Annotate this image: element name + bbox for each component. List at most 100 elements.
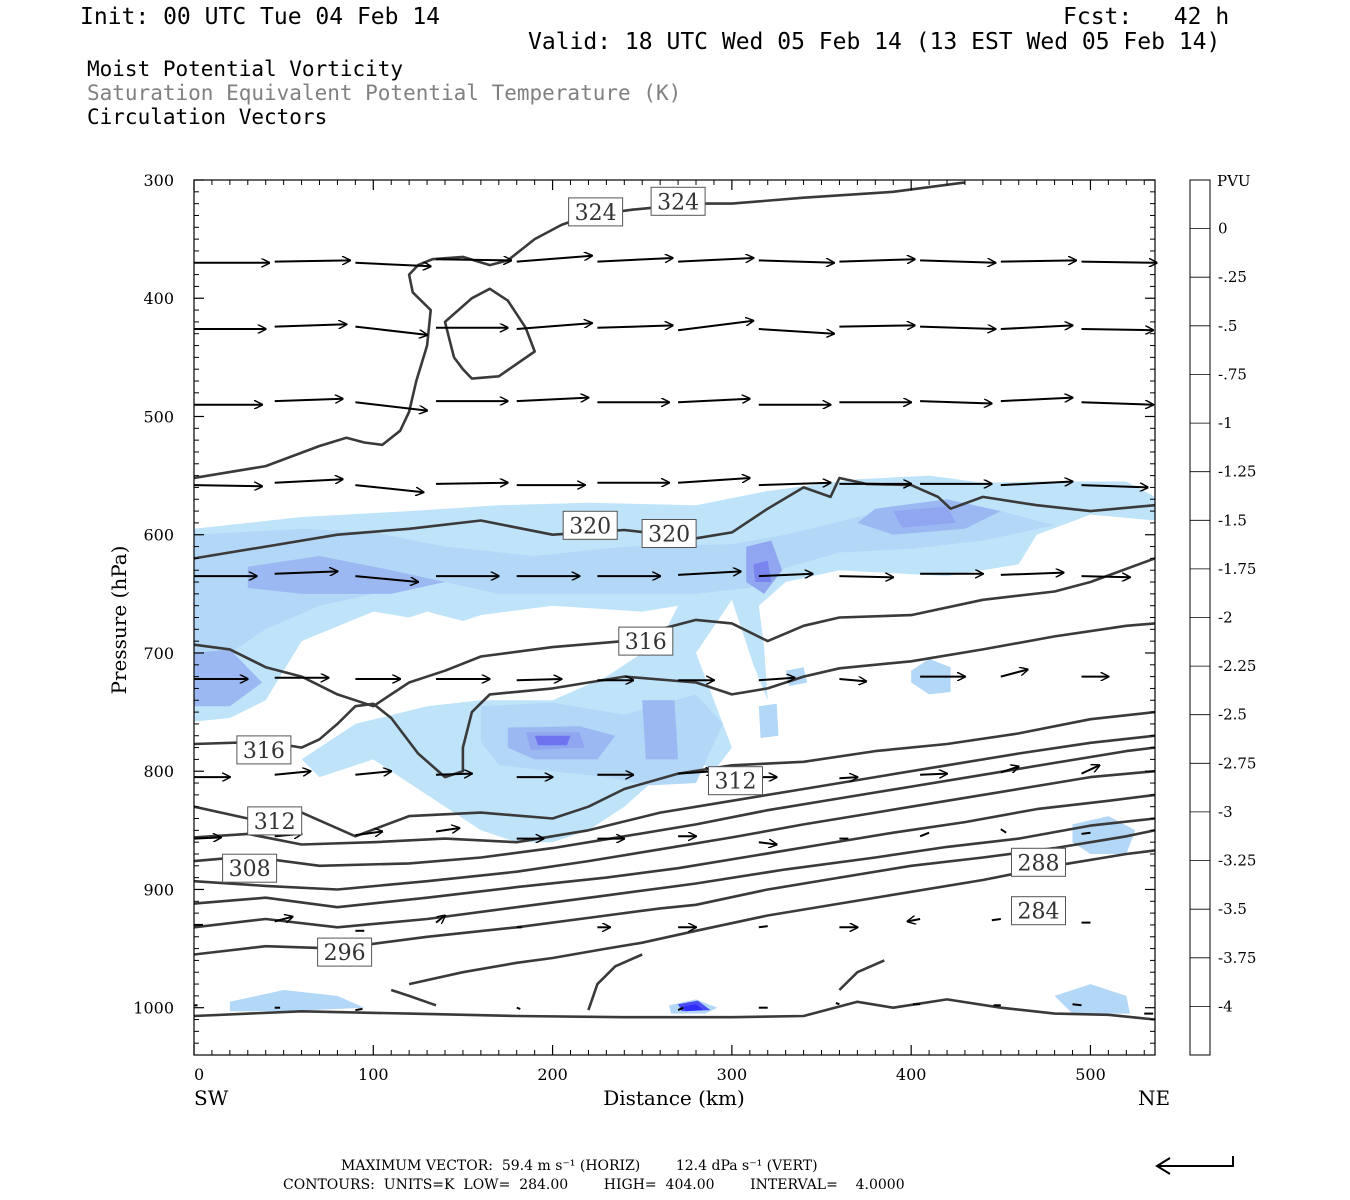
vector-arrow <box>274 479 343 483</box>
theta-contour <box>194 998 1155 1021</box>
reference-vector-icon <box>1155 1156 1234 1175</box>
vector-arrow <box>516 679 562 680</box>
x-tick-label: 400 <box>896 1065 927 1084</box>
vector-arrow <box>758 678 795 680</box>
vector-arrow <box>839 259 914 261</box>
vector-arrow <box>758 328 834 334</box>
vector-arrow <box>274 260 350 261</box>
vector-arrow <box>758 925 768 929</box>
vector-arrow <box>991 918 1001 922</box>
vector-arrow <box>355 401 427 410</box>
vector-arrow <box>920 401 992 403</box>
vector-arrow <box>839 325 914 326</box>
vector-arrow <box>1081 329 1154 330</box>
colorbar-label: -2.75 <box>1218 754 1256 772</box>
pv-region <box>247 556 445 594</box>
colorbar-title: PVU <box>1217 172 1251 190</box>
vector-arrow <box>516 256 592 263</box>
y-tick-label: 700 <box>143 644 174 663</box>
vector-arrow <box>677 1006 684 1012</box>
contour-label: 288 <box>1011 847 1066 877</box>
contour-label: 316 <box>618 626 674 656</box>
x-tick-label: 200 <box>537 1065 568 1084</box>
theta-contour <box>194 181 966 480</box>
x-tick-label: 0 <box>194 1065 204 1084</box>
y-tick-label: 800 <box>143 762 174 781</box>
vector-arrow <box>1000 670 1028 678</box>
contour-label: 296 <box>317 937 373 967</box>
colorbar-label: -2.25 <box>1218 657 1256 675</box>
theta-contour <box>194 769 1155 891</box>
init-time: Init: 00 UTC Tue 04 Feb 14 <box>80 4 441 30</box>
colorbar-label: -1.25 <box>1218 463 1256 481</box>
vector-arrow <box>908 919 921 921</box>
vector-arrow <box>274 917 293 922</box>
pv-region <box>194 649 263 707</box>
x-tick-label: 100 <box>358 1065 389 1084</box>
vector-arrow <box>839 777 857 778</box>
theta-contour <box>390 988 437 1007</box>
contour-label: 284 <box>1011 896 1066 926</box>
svg-text:296: 296 <box>324 941 366 966</box>
vector-arrow <box>1000 482 1073 486</box>
x-axis-label: Distance (km) <box>603 1086 745 1110</box>
theta-contour <box>194 476 1155 560</box>
vector-arrow <box>1081 262 1157 263</box>
colorbar-label: 0 <box>1218 220 1228 238</box>
vector-arrow <box>919 831 930 838</box>
colorbar-label: -1.75 <box>1218 560 1256 578</box>
endpoint-sw: SW <box>194 1086 229 1110</box>
pv-region <box>229 990 365 1012</box>
vector-arrow <box>835 1002 840 1006</box>
y-tick-label: 900 <box>143 881 174 900</box>
valid-time: Valid: 18 UTC Wed 05 Feb 14 (13 EST Wed … <box>528 29 1221 55</box>
vector-arrow <box>1081 765 1100 775</box>
vector-arrow <box>1081 576 1130 577</box>
colorbar-label: -3.5 <box>1218 900 1247 918</box>
vector-arrow <box>435 483 508 484</box>
vector-arrow <box>758 483 831 485</box>
vector-arrow <box>516 323 592 330</box>
theta-contour <box>194 793 1155 909</box>
svg-text:324: 324 <box>657 190 699 215</box>
colorbar-label: -.75 <box>1218 365 1247 383</box>
contour-label: 324 <box>568 197 624 227</box>
vector-arrow <box>435 828 459 832</box>
forecast-hour: Fcst: 42 h <box>1063 4 1230 30</box>
contour-info-note: CONTOURS: UNITS=K LOW= 284.00 HIGH= 404.… <box>283 1177 905 1193</box>
vector-arrow <box>274 571 338 573</box>
svg-text:312: 312 <box>254 810 296 835</box>
vector-arrow <box>435 916 445 923</box>
vector-arrow <box>516 1006 521 1010</box>
vector-arrow <box>1081 402 1154 404</box>
vector-arrow <box>677 321 753 332</box>
vector-arrow <box>193 485 262 486</box>
vector-arrow <box>758 842 777 844</box>
contour-labels: 324 324 320 320 316 316 312 312 308 296 288 284 <box>222 186 1066 967</box>
vector-arrow <box>274 399 343 401</box>
vector-arrow <box>355 263 430 267</box>
vector-arrow <box>355 771 391 775</box>
vector-arrow <box>1000 767 1019 774</box>
endpoint-ne: NE <box>1138 1086 1170 1110</box>
colorbar-label: -1 <box>1218 414 1233 432</box>
theta-contour <box>194 817 1155 929</box>
svg-text:284: 284 <box>1018 900 1060 925</box>
svg-text:316: 316 <box>625 630 667 655</box>
vector-arrow <box>193 837 221 838</box>
vector-arrow <box>597 325 672 327</box>
field-title-vectors: Circulation Vectors <box>87 105 328 129</box>
circulation-vectors <box>193 256 1157 1015</box>
y-axis-label: Pressure (hPa) <box>107 546 131 695</box>
vector-arrow <box>1000 828 1007 834</box>
vector-arrow <box>355 832 382 836</box>
vector-arrow <box>274 324 347 326</box>
colorbar-label: -3 <box>1218 803 1233 821</box>
contour-label: 312 <box>708 766 763 796</box>
x-tick-label: 500 <box>1075 1065 1106 1084</box>
x-tick-label: 300 <box>717 1065 748 1084</box>
vector-arrow <box>1081 485 1148 487</box>
theta-contour <box>838 959 885 991</box>
colorbar-label: -2 <box>1218 609 1233 627</box>
